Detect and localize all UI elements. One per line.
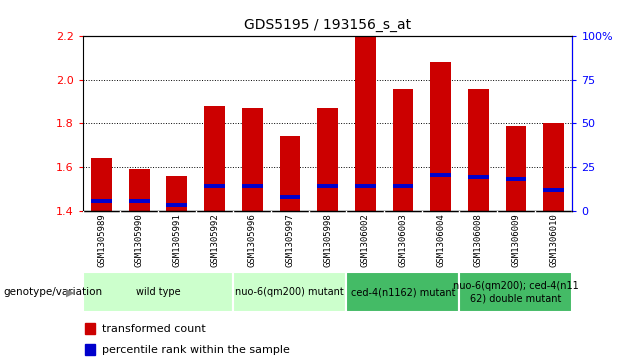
Bar — [233, 272, 347, 312]
Bar — [543, 188, 564, 192]
Bar — [83, 272, 233, 312]
Bar — [347, 272, 459, 312]
Text: GSM1305992: GSM1305992 — [210, 213, 219, 268]
Text: GSM1305997: GSM1305997 — [286, 213, 294, 268]
Bar — [317, 184, 338, 188]
Text: ced-4(n1162) mutant: ced-4(n1162) mutant — [350, 287, 455, 297]
Text: genotype/variation: genotype/variation — [3, 287, 102, 297]
Bar — [468, 175, 488, 179]
Bar — [167, 176, 187, 211]
Text: GSM1305998: GSM1305998 — [323, 213, 332, 268]
Bar — [459, 272, 572, 312]
Bar — [543, 123, 564, 211]
Bar — [242, 108, 263, 211]
Bar — [242, 184, 263, 188]
Bar — [91, 158, 112, 211]
Bar — [355, 36, 376, 211]
Text: GSM1306002: GSM1306002 — [361, 213, 370, 268]
Bar — [204, 184, 225, 188]
Text: GSM1306008: GSM1306008 — [474, 213, 483, 268]
Bar — [392, 184, 413, 188]
Text: GSM1306004: GSM1306004 — [436, 213, 445, 268]
Bar — [430, 173, 451, 177]
Bar — [506, 126, 526, 211]
Text: percentile rank within the sample: percentile rank within the sample — [102, 344, 290, 355]
Text: GSM1305991: GSM1305991 — [172, 213, 181, 268]
Bar — [129, 199, 149, 203]
Bar — [279, 136, 300, 211]
Bar — [355, 184, 376, 188]
Text: GSM1305996: GSM1305996 — [247, 213, 257, 268]
Bar — [468, 89, 488, 211]
Bar — [392, 89, 413, 211]
Text: nuo-6(qm200) mutant: nuo-6(qm200) mutant — [235, 287, 344, 297]
Text: GSM1306009: GSM1306009 — [511, 213, 520, 268]
Bar — [85, 323, 95, 334]
Text: GSM1305989: GSM1305989 — [97, 213, 106, 268]
Text: wild type: wild type — [135, 287, 181, 297]
Bar — [506, 177, 526, 181]
Bar — [85, 344, 95, 355]
Bar — [279, 195, 300, 199]
Bar — [317, 108, 338, 211]
Bar — [167, 203, 187, 207]
Bar — [430, 62, 451, 211]
Title: GDS5195 / 193156_s_at: GDS5195 / 193156_s_at — [244, 19, 411, 33]
Text: GSM1306003: GSM1306003 — [398, 213, 408, 268]
Bar — [91, 199, 112, 203]
Bar — [204, 106, 225, 211]
Text: GSM1305990: GSM1305990 — [135, 213, 144, 268]
Text: transformed count: transformed count — [102, 324, 206, 334]
Text: GSM1306010: GSM1306010 — [549, 213, 558, 268]
Text: nuo-6(qm200); ced-4(n11
62) double mutant: nuo-6(qm200); ced-4(n11 62) double mutan… — [453, 281, 579, 303]
Text: ▶: ▶ — [66, 287, 74, 297]
Bar — [129, 169, 149, 211]
